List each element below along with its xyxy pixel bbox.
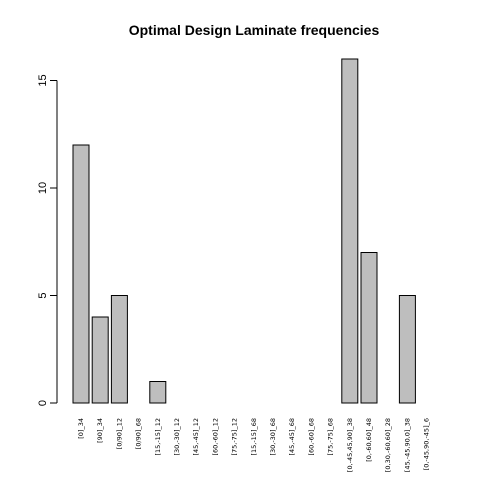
y-tick-label: 10 (37, 182, 49, 194)
x-tick-label: [15,-15]_12 (154, 418, 162, 456)
x-tick-label: [0,30,-60,60]_28 (384, 418, 392, 472)
x-tick-label: [0,-60,60]_48 (365, 418, 373, 462)
x-tick-label: [75,-75]_68 (327, 418, 335, 456)
x-tick-label: [90]_34 (96, 418, 104, 443)
x-tick-label: [0/90]_68 (135, 418, 143, 449)
y-tick-label: 15 (37, 74, 49, 86)
x-tick-label: [0,-45,90,-45]_6 (423, 418, 431, 470)
bar (110, 295, 128, 404)
bar (72, 144, 90, 404)
bars (72, 58, 416, 404)
x-tick-label: [30,-30]_12 (173, 418, 181, 456)
bar (360, 252, 378, 404)
x-tick-label: [60,-60]_12 (211, 418, 219, 456)
chart-title: Optimal Design Laminate frequencies (129, 22, 380, 38)
x-tick-label: [45,-45]_12 (192, 418, 200, 456)
bar (91, 316, 109, 404)
x-tick-label: [45,-45]_68 (288, 418, 296, 456)
x-tick-label: [75,-75]_12 (231, 418, 239, 456)
bar (398, 295, 416, 404)
y-axis: 0 5 10 15 (37, 74, 58, 406)
y-tick-label: 5 (37, 292, 49, 298)
x-tick-label: [0/90]_12 (115, 418, 123, 449)
x-tick-label: [45,-45,90,0]_38 (403, 418, 411, 472)
bar (149, 381, 167, 404)
x-tick-label: [60,-60]_68 (307, 418, 315, 456)
x-tick-label: [0,-45,45,90]_38 (346, 418, 354, 472)
x-tick-label: [30,-30]_68 (269, 418, 277, 456)
x-axis-labels: [0]_34 [90]_34 [0/90]_12 [0/90]_68 [15,-15]_… (77, 418, 431, 472)
x-tick-label: [0]_34 (77, 418, 85, 439)
y-tick-label: 0 (37, 400, 49, 406)
x-tick-label: [15,-15]_68 (250, 418, 258, 456)
bar (341, 58, 359, 404)
